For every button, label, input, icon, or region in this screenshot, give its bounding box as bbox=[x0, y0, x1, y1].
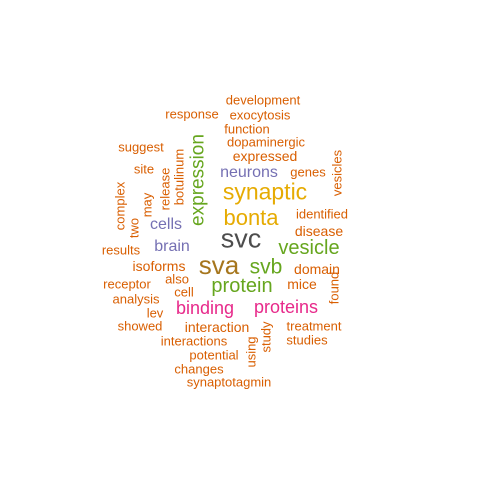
word-suggest: suggest bbox=[118, 139, 164, 155]
word-svb: svb bbox=[249, 255, 283, 279]
word-results: results bbox=[101, 242, 141, 258]
word-site: site bbox=[133, 161, 155, 177]
word-dopaminergic: dopaminergic bbox=[226, 134, 306, 150]
word-svc: svc bbox=[220, 223, 262, 254]
word-release: release bbox=[157, 167, 173, 211]
word-studies: studies bbox=[286, 332, 328, 348]
word-genes: genes bbox=[290, 164, 326, 180]
word-exocytosis: exocytosis bbox=[229, 107, 291, 123]
word-vesicles: vesicles bbox=[329, 149, 345, 197]
word-synaptic: synaptic bbox=[222, 178, 308, 205]
word-treatment: treatment bbox=[286, 318, 342, 334]
word-study: study bbox=[258, 321, 274, 353]
word-analysis: analysis bbox=[112, 291, 160, 307]
word-function: function bbox=[224, 121, 270, 137]
word-brain: brain bbox=[154, 238, 190, 255]
word-interaction: interaction bbox=[184, 319, 250, 335]
word-found: found bbox=[326, 271, 342, 305]
word-binding: binding bbox=[175, 298, 235, 318]
word-botulinum: botulinum bbox=[171, 148, 187, 206]
word-isoforms: isoforms bbox=[132, 258, 186, 274]
word-receptor: receptor bbox=[103, 276, 151, 292]
word-changes: changes bbox=[174, 361, 224, 377]
word-mice: mice bbox=[287, 276, 317, 292]
word-potential: potential bbox=[189, 347, 239, 363]
word-complex: complex bbox=[112, 181, 128, 231]
word-neurons: neurons bbox=[220, 164, 278, 181]
word-cell: cell bbox=[174, 284, 194, 300]
word-lev: lev bbox=[146, 305, 164, 321]
word-showed: showed bbox=[117, 318, 163, 334]
word-protein: protein bbox=[211, 275, 273, 297]
word-response: response bbox=[165, 106, 219, 122]
word-synaptotagmin: synaptotagmin bbox=[186, 374, 272, 390]
word-expressed: expressed bbox=[232, 148, 298, 164]
word-two: two bbox=[126, 217, 142, 239]
word-identified: identified bbox=[295, 206, 349, 222]
word-may: may bbox=[139, 192, 155, 218]
word-proteins: proteins bbox=[253, 297, 319, 317]
word-vesicle: vesicle bbox=[278, 237, 340, 259]
word-expression: expression bbox=[187, 134, 209, 226]
word-bonta: bonta bbox=[223, 205, 279, 230]
word-disease: disease bbox=[294, 223, 344, 239]
word-also: also bbox=[165, 271, 189, 287]
word-using: using bbox=[243, 336, 259, 368]
word-sva: sva bbox=[198, 250, 240, 280]
word-interactions: interactions bbox=[160, 333, 228, 349]
word-domain: domain bbox=[294, 261, 340, 277]
word-development: development bbox=[225, 92, 301, 108]
word-cells: cells bbox=[149, 216, 183, 233]
